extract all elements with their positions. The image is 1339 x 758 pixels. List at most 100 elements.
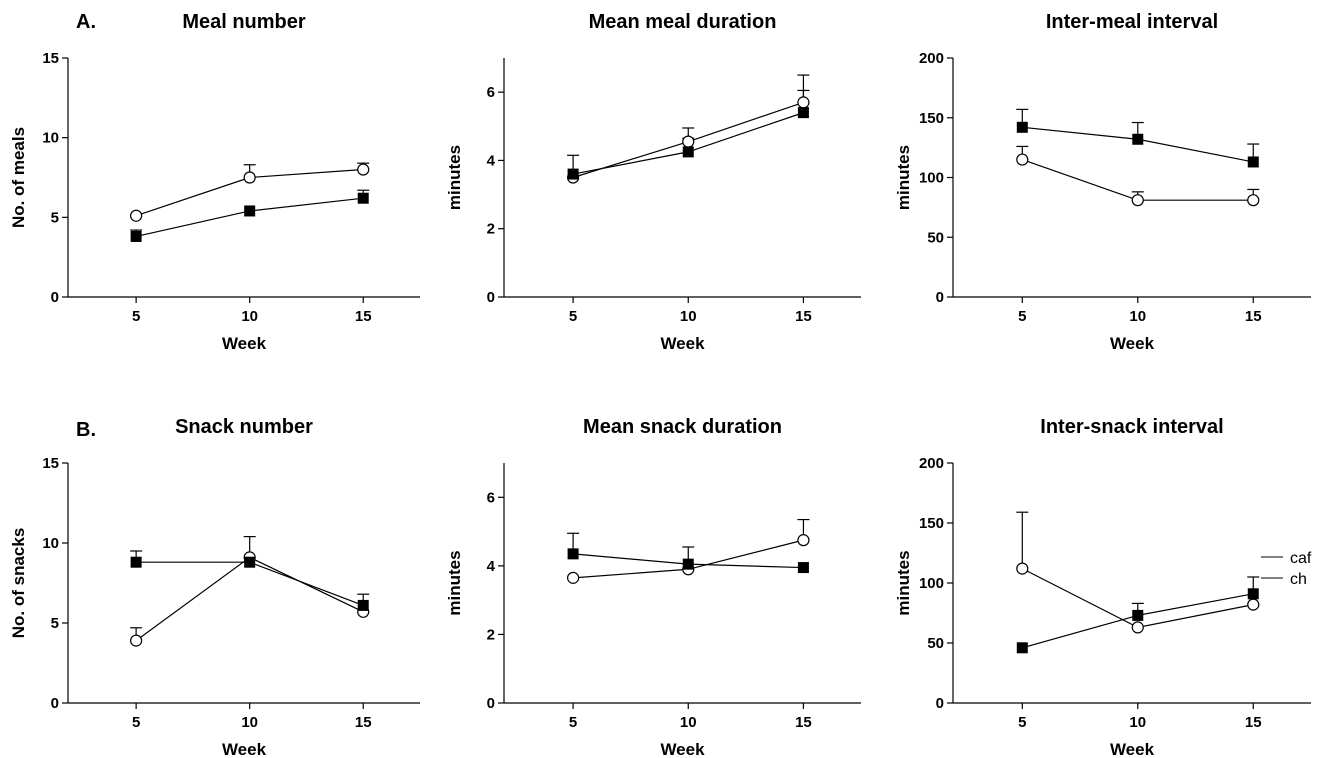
y-tick-label: 4: [487, 558, 496, 575]
y-tick-label: 0: [936, 695, 944, 712]
marker-caf: [797, 534, 810, 547]
legend-label-caf: caf: [1290, 550, 1312, 567]
x-axis-label: Week: [660, 740, 705, 758]
x-tick-label: 15: [355, 308, 372, 325]
chart-title: Inter-meal interval: [1046, 11, 1218, 33]
y-tick-label: 200: [919, 455, 944, 472]
marker-ch: [797, 562, 809, 574]
marker-caf: [130, 209, 143, 222]
chart-title: Snack number: [175, 416, 313, 438]
x-tick-label: 10: [680, 308, 697, 325]
x-axis-label: Week: [1110, 334, 1155, 353]
y-tick-label: 15: [42, 455, 59, 472]
y-axis-label: No. of snacks: [9, 528, 28, 639]
chart-4: Snack number 0 5 10 15 5 10 15 Week No. of snacks: [9, 416, 420, 758]
chart-title: Meal number: [182, 11, 306, 33]
marker-caf: [566, 571, 580, 584]
marker-ch: [682, 558, 694, 570]
marker-caf: [357, 163, 370, 176]
y-axis-label: No. of meals: [9, 127, 28, 228]
x-tick-label: 5: [569, 308, 577, 325]
y-tick-label: 4: [487, 152, 496, 169]
x-tick-label: 5: [1018, 714, 1026, 731]
y-tick-label: 2: [487, 221, 495, 238]
x-axis-label: Week: [222, 740, 267, 758]
marker-ch: [1247, 588, 1259, 600]
marker-caf: [130, 634, 143, 647]
x-tick-label: 5: [569, 714, 577, 731]
y-tick-label: 2: [487, 626, 495, 643]
marker-caf: [682, 135, 695, 148]
y-tick-label: 0: [487, 289, 495, 306]
x-tick-label: 10: [1129, 308, 1146, 325]
series-line-ch: [136, 561, 364, 606]
marker-ch: [1247, 156, 1259, 168]
chart-3: Inter-meal interval 0 50 100 150 200 5 10 15 Week…: [894, 11, 1311, 353]
y-tick-label: 5: [51, 615, 59, 632]
y-tick-label: 0: [51, 695, 59, 712]
y-tick-label: 100: [919, 575, 944, 592]
panel-letter-b: B.: [76, 419, 96, 441]
y-axis-label: minutes: [445, 550, 464, 615]
marker-ch: [567, 168, 579, 180]
marker-caf: [1247, 194, 1260, 207]
x-tick-label: 10: [680, 714, 697, 731]
marker-caf: [1131, 621, 1144, 634]
y-tick-label: 10: [42, 130, 59, 147]
chart-2: Mean meal duration 0 2 4 6 5 10 15 Week minutes: [445, 11, 861, 353]
marker-caf: [797, 96, 810, 109]
chart-title: Mean snack duration: [583, 416, 782, 438]
marker-ch: [797, 107, 809, 119]
y-tick-label: 5: [51, 209, 59, 226]
y-axis-label: minutes: [894, 550, 913, 615]
x-tick-label: 5: [132, 714, 140, 731]
y-axis-label: minutes: [445, 145, 464, 210]
y-tick-label: 50: [927, 635, 944, 652]
marker-ch: [130, 230, 142, 242]
x-tick-label: 10: [241, 714, 258, 731]
marker-ch: [1016, 121, 1028, 133]
y-tick-label: 15: [42, 50, 59, 67]
x-tick-label: 15: [1245, 714, 1262, 731]
legend: caf ch: [1261, 550, 1312, 588]
chart-1: Meal number 0 5 10 15 5 10 15 Week No. of meals: [9, 11, 420, 353]
x-tick-label: 15: [795, 714, 812, 731]
marker-caf: [1247, 598, 1260, 611]
marker-caf: [1131, 194, 1144, 207]
marker-ch: [244, 556, 256, 568]
marker-ch: [130, 556, 142, 568]
y-tick-label: 10: [42, 535, 59, 552]
marker-ch: [244, 205, 256, 217]
x-axis-label: Week: [222, 334, 267, 353]
marker-ch: [357, 192, 369, 204]
chart-title: Inter-snack interval: [1040, 416, 1223, 438]
x-tick-label: 15: [1245, 308, 1262, 325]
x-axis-label: Week: [660, 334, 705, 353]
y-tick-label: 0: [487, 695, 495, 712]
y-tick-label: 150: [919, 515, 944, 532]
chart-5: Mean snack duration 0 2 4 6 5 10 15 Week minutes: [445, 416, 861, 758]
series-line-caf: [135, 556, 364, 642]
x-tick-label: 10: [1129, 714, 1146, 731]
y-tick-label: 50: [927, 229, 944, 246]
x-axis-label: Week: [1110, 740, 1155, 758]
marker-ch: [1016, 642, 1028, 654]
marker-ch: [357, 599, 369, 611]
marker-caf: [1016, 153, 1029, 166]
x-tick-label: 10: [241, 308, 258, 325]
y-tick-label: 150: [919, 110, 944, 127]
chart-6: Inter-snack interval 0 50 100 150 200 5 10 15 Wee…: [894, 416, 1311, 758]
marker-caf: [1016, 562, 1029, 575]
y-axis-label: minutes: [894, 145, 913, 210]
y-tick-label: 0: [936, 289, 944, 306]
x-tick-label: 15: [795, 308, 812, 325]
marker-ch: [1132, 609, 1144, 621]
x-tick-label: 15: [355, 714, 372, 731]
y-tick-label: 6: [487, 84, 495, 101]
x-tick-label: 5: [1018, 308, 1026, 325]
legend-label-ch: ch: [1290, 571, 1307, 588]
marker-ch: [567, 548, 579, 560]
x-tick-label: 5: [132, 308, 140, 325]
y-tick-label: 200: [919, 50, 944, 67]
